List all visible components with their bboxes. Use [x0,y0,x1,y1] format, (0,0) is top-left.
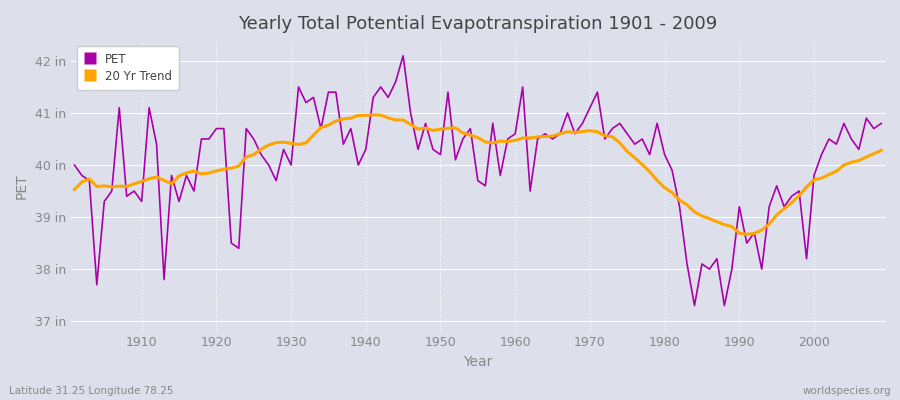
Text: Latitude 31.25 Longitude 78.25: Latitude 31.25 Longitude 78.25 [9,386,174,396]
Y-axis label: PET: PET [15,173,29,199]
Legend: PET, 20 Yr Trend: PET, 20 Yr Trend [76,46,179,90]
Text: worldspecies.org: worldspecies.org [803,386,891,396]
Title: Yearly Total Potential Evapotranspiration 1901 - 2009: Yearly Total Potential Evapotranspiratio… [238,15,717,33]
X-axis label: Year: Year [464,355,492,369]
